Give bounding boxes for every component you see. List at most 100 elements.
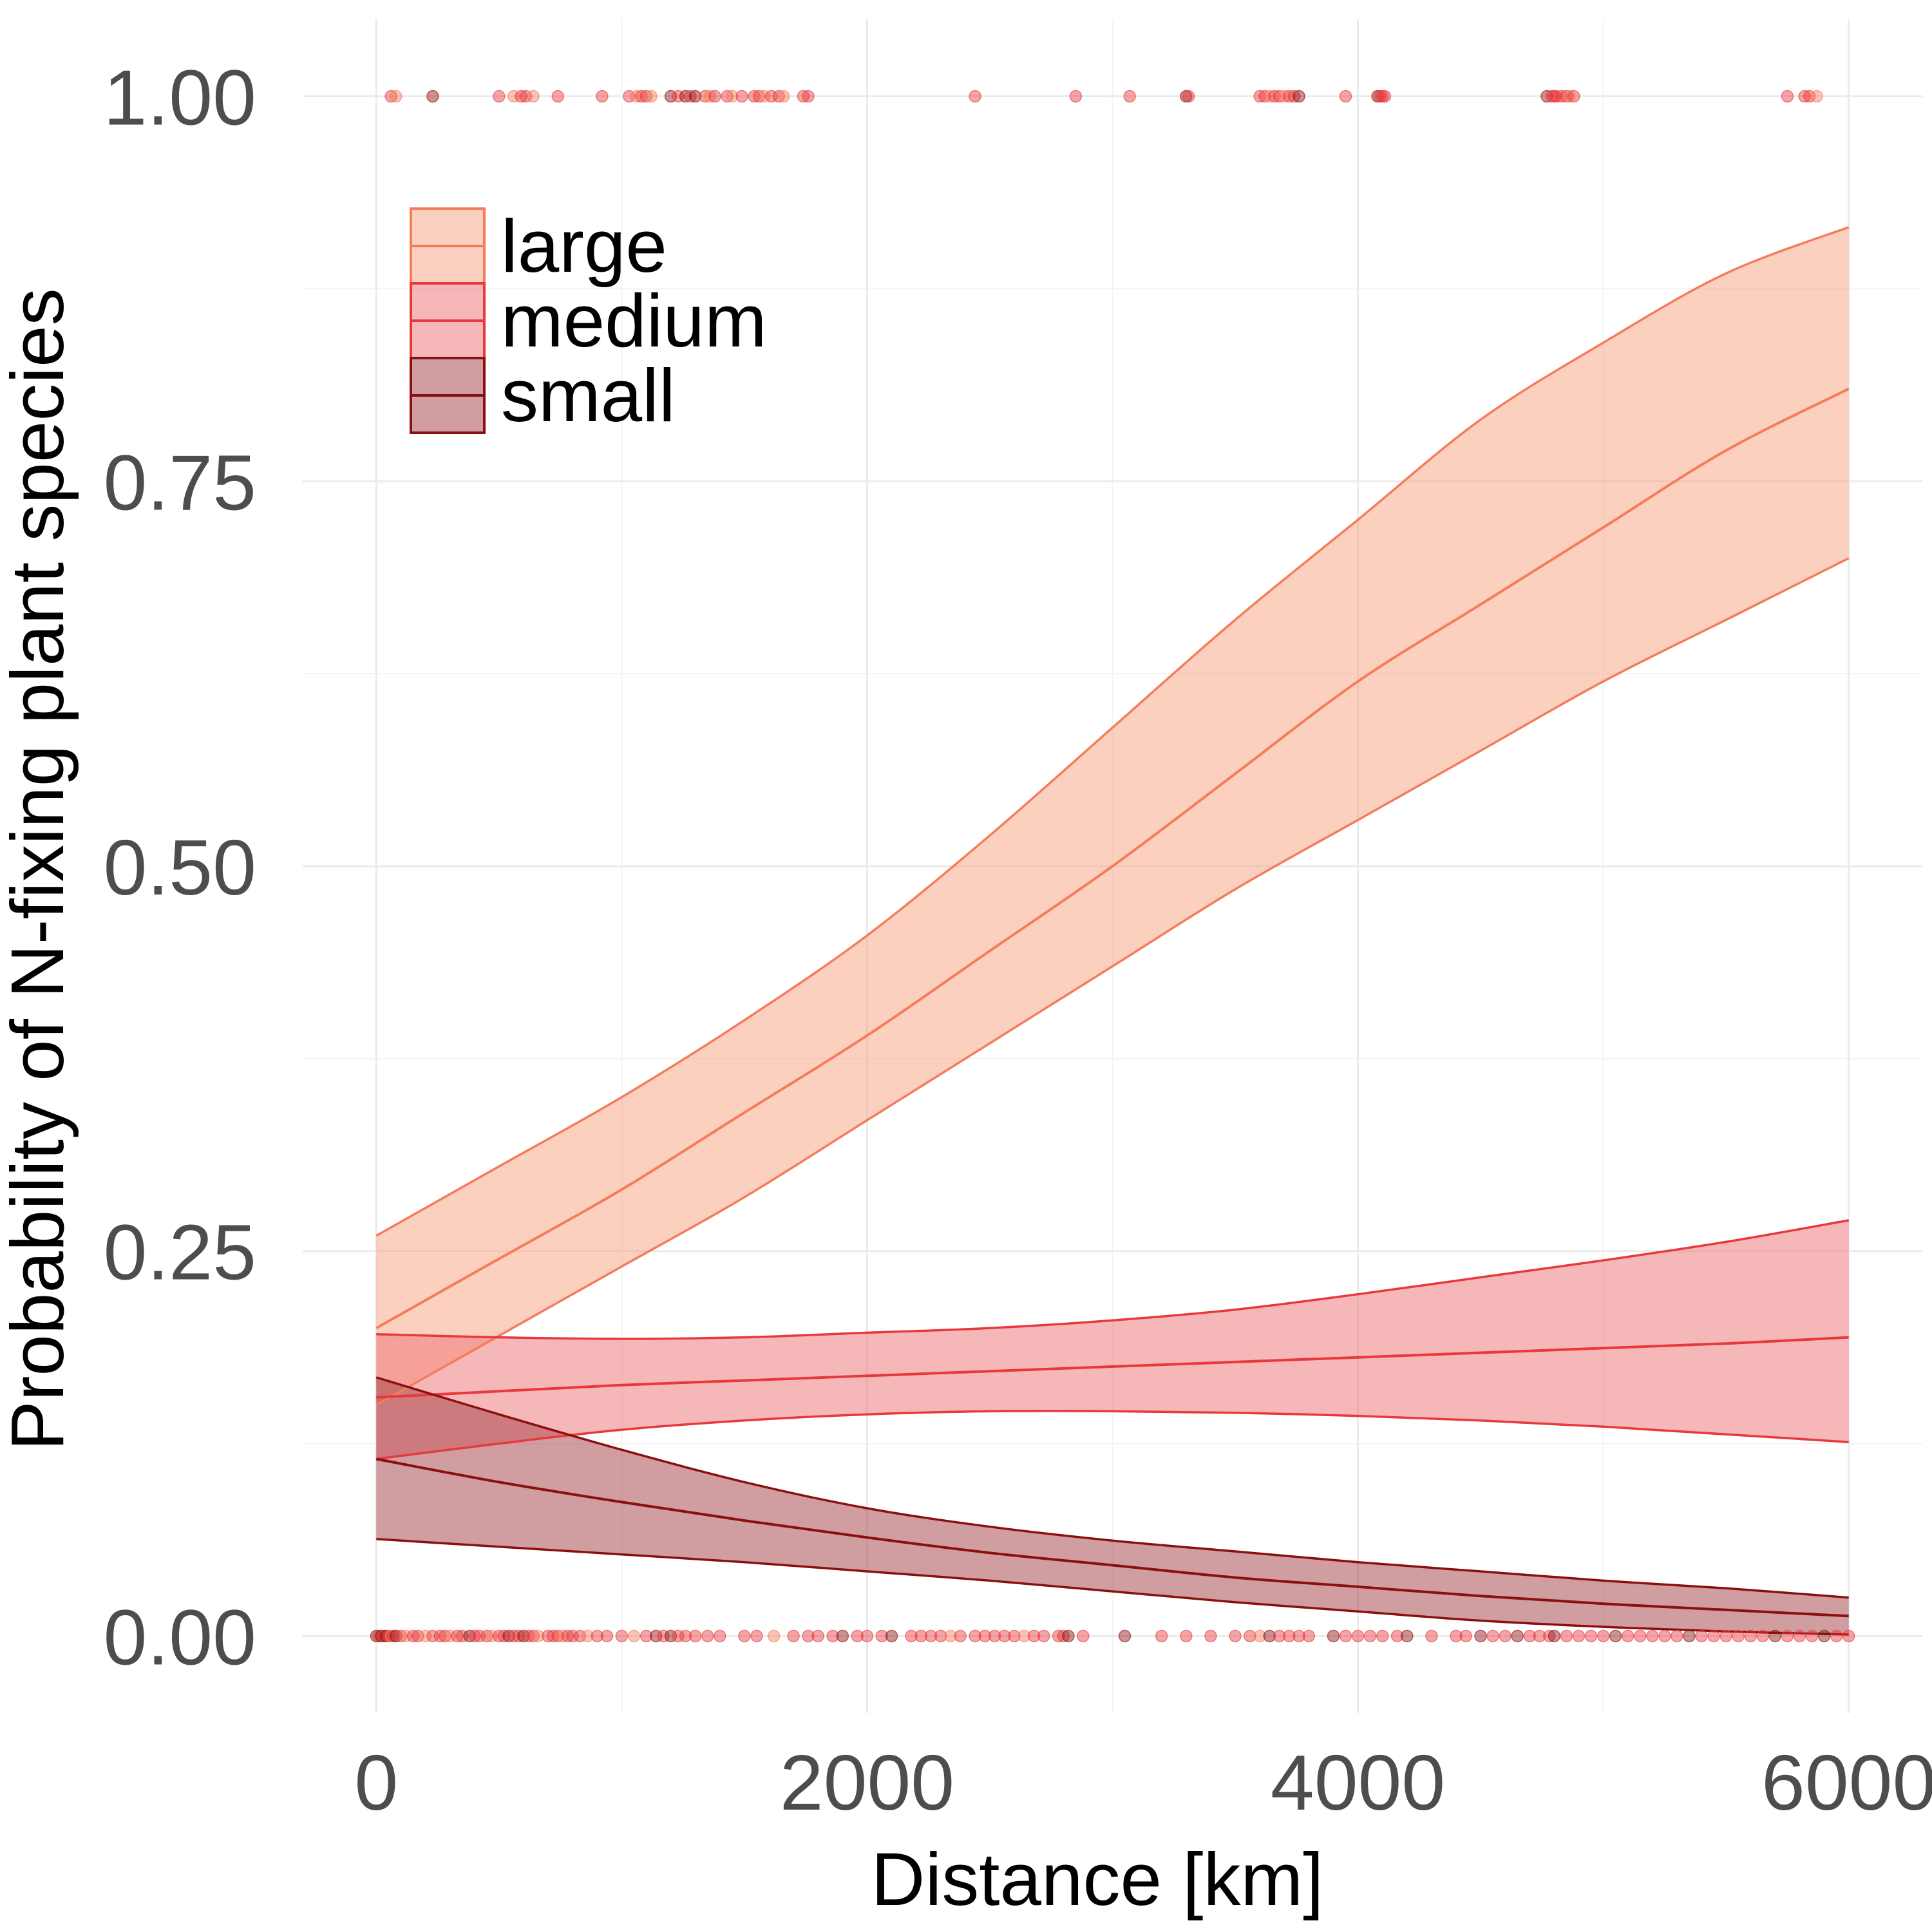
data-point (480, 1629, 493, 1643)
x-axis-title: Distance [km] (871, 1837, 1324, 1921)
y-axis-title: Probability of N-fixing plant species (0, 288, 79, 1450)
data-point (1817, 1629, 1831, 1643)
data-point (954, 1629, 967, 1643)
data-point (787, 1629, 800, 1643)
data-point (1339, 90, 1352, 103)
data-point (561, 1629, 574, 1643)
x-tick-label: 2000 (780, 1739, 954, 1826)
data-point (532, 1629, 545, 1643)
data-point (860, 1629, 874, 1643)
fit-lines (375, 226, 1850, 1636)
data-point (412, 1629, 424, 1643)
data-point (1069, 90, 1083, 103)
data-point (517, 1629, 530, 1643)
data-point (1425, 1629, 1438, 1643)
data-point (493, 1629, 506, 1643)
data-point (1486, 1629, 1499, 1643)
data-point (1671, 1629, 1683, 1643)
data-point (591, 1629, 604, 1643)
data-point (738, 1629, 751, 1643)
data-point (1401, 1629, 1414, 1643)
data-point (772, 90, 786, 103)
data-point (635, 90, 648, 103)
data-point (802, 90, 815, 103)
data-point (556, 1629, 569, 1643)
upper-bound-line-small (375, 1376, 1849, 1599)
data-point (493, 90, 506, 103)
data-point (1732, 1629, 1745, 1643)
data-point (649, 1629, 663, 1643)
data-point (630, 90, 643, 103)
data-point (1805, 1629, 1819, 1643)
data-point (1229, 1629, 1242, 1643)
data-point (1155, 1629, 1168, 1643)
data-point (1572, 1629, 1586, 1643)
data-point (1376, 1629, 1389, 1643)
data-point (684, 90, 697, 103)
data-point (1803, 90, 1816, 103)
data-point (802, 1629, 815, 1643)
data-point (1302, 1629, 1316, 1643)
data-point (1278, 90, 1291, 103)
data-point (1293, 90, 1305, 103)
confidence-band-large (376, 227, 1849, 1405)
tick-labels: 0 2000 4000 6000 0.00 0.25 0.50 0.75 1.00 (104, 54, 1932, 1826)
legend-label-medium: medium (501, 279, 767, 363)
data-point (657, 1629, 670, 1643)
data-point (390, 1629, 402, 1643)
data-point (1123, 90, 1136, 103)
data-point (1560, 1629, 1573, 1643)
data-point (721, 90, 734, 103)
y-tick-label: 0.25 (104, 1209, 256, 1296)
data-point (714, 1629, 726, 1643)
data-point (885, 1629, 898, 1643)
legend-label-small: small (501, 354, 676, 437)
data-point (455, 1629, 469, 1643)
data-point (664, 1629, 677, 1643)
data-point (384, 90, 397, 103)
data-point (1327, 1629, 1340, 1643)
data-point (1459, 1629, 1472, 1643)
data-point (767, 1629, 781, 1643)
data-point (419, 1629, 432, 1643)
data-point (1499, 1629, 1511, 1643)
data-point (699, 90, 712, 103)
data-point (748, 90, 761, 103)
data-point (664, 90, 677, 103)
data-point (797, 90, 810, 103)
data-point (1584, 1629, 1598, 1643)
legend-label-large: large (501, 204, 667, 288)
data-point (1008, 1629, 1021, 1643)
data-point (1781, 1629, 1794, 1643)
lower-bound-line-medium (376, 1410, 1849, 1461)
data-point (426, 1629, 439, 1643)
data-point (914, 1629, 928, 1643)
data-point (627, 1629, 641, 1643)
data-point (1540, 90, 1553, 103)
data-point (1550, 90, 1563, 103)
data-point (765, 90, 778, 103)
x-tick-label: 6000 (1761, 1739, 1932, 1826)
data-point (1798, 90, 1811, 103)
data-point (1077, 1629, 1090, 1643)
data-point (443, 1629, 457, 1643)
data-point (688, 1629, 702, 1643)
y-tick-label: 0.00 (104, 1593, 256, 1681)
data-point (701, 1629, 714, 1643)
data-point (615, 1629, 629, 1643)
upper-bound-line-large (375, 226, 1850, 1237)
data-point (1555, 90, 1568, 103)
data-point (688, 90, 702, 103)
data-point (1810, 90, 1823, 103)
data-point (1268, 90, 1281, 103)
data-point (639, 1629, 653, 1643)
data-point (735, 90, 748, 103)
data-point (1596, 1629, 1610, 1643)
data-point (1263, 90, 1276, 103)
data-point (1683, 1629, 1696, 1643)
data-point (851, 1629, 864, 1643)
data-point (811, 1629, 824, 1643)
data-point (522, 1629, 535, 1643)
fit-line-small (375, 1457, 1849, 1618)
data-point (1273, 1629, 1286, 1643)
